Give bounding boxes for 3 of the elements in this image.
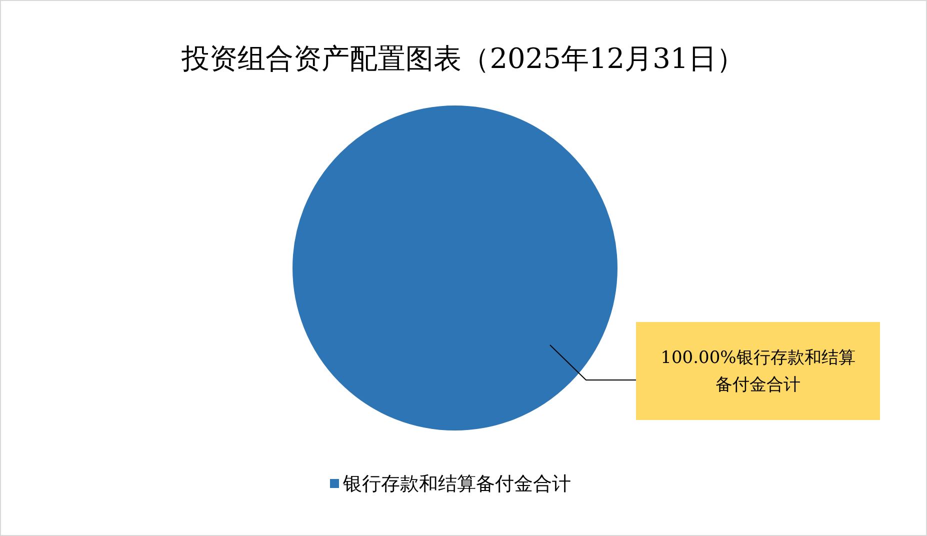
chart-title: 投资组合资产配置图表（2025年12月31日） <box>180 42 744 75</box>
legend: 银行存款和结算备付金合计 <box>330 473 571 495</box>
data-label: 100.00%银行存款和结算备付金合计 <box>550 322 880 420</box>
